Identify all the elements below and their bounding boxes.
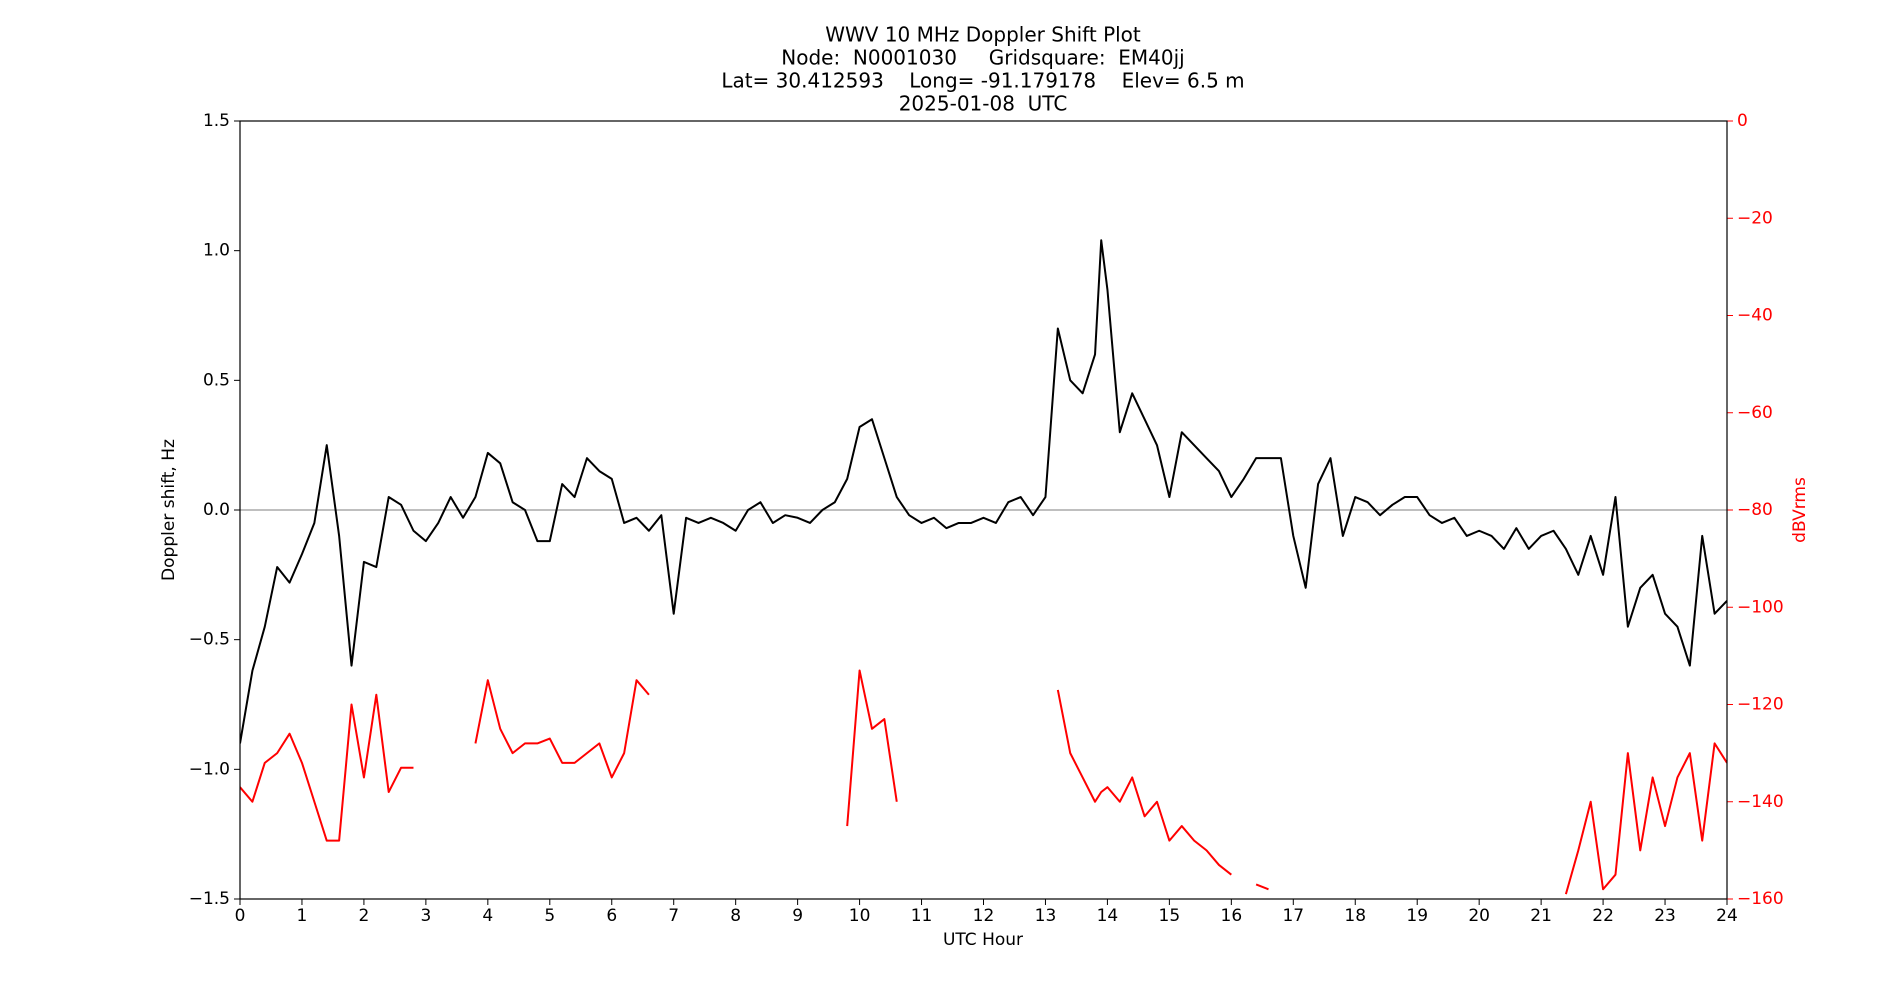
x-tick-label: 1 <box>297 906 308 926</box>
y2-tick-label: −160 <box>1737 889 1784 909</box>
x-tick-label: 16 <box>1221 906 1243 926</box>
x-tick-label: 18 <box>1344 906 1366 926</box>
x-tick-label: 8 <box>730 906 741 926</box>
chart-subtitle: Lat= 30.412593 Long= -91.179178 Elev= 6.… <box>721 69 1244 93</box>
chart-subtitle: Node: N0001030 Gridsquare: EM40jj <box>781 46 1185 70</box>
x-tick-label: 5 <box>544 906 555 926</box>
x-tick-label: 15 <box>1159 906 1181 926</box>
x-tick-label: 22 <box>1592 906 1614 926</box>
y-tick-label: 1.0 <box>203 241 230 261</box>
y-tick-label: 1.5 <box>203 111 230 131</box>
y2-tick-label: −120 <box>1737 695 1784 715</box>
y2-tick-label: −60 <box>1737 403 1773 423</box>
y2-tick-label: −100 <box>1737 597 1784 617</box>
x-tick-label: 20 <box>1468 906 1490 926</box>
x-tick-label: 10 <box>849 906 871 926</box>
y-tick-label: 0.5 <box>203 370 230 390</box>
x-tick-label: 21 <box>1530 906 1552 926</box>
y-tick-label: −1.0 <box>189 759 230 779</box>
x-tick-label: 11 <box>911 906 933 926</box>
y-tick-label: −0.5 <box>189 630 230 650</box>
y2-tick-label: −80 <box>1737 500 1773 520</box>
x-tick-label: 4 <box>482 906 493 926</box>
y2-tick-label: −140 <box>1737 792 1784 812</box>
y2-tick-label: −20 <box>1737 208 1773 228</box>
x-tick-label: 3 <box>420 906 431 926</box>
chart-subtitle: 2025-01-08 UTC <box>899 92 1068 116</box>
y-axis-label: Doppler shift, Hz <box>159 439 179 581</box>
plot-frame <box>239 120 1728 900</box>
chart-title: WWV 10 MHz Doppler Shift Plot <box>825 23 1141 47</box>
y2-tick-label: −40 <box>1737 306 1773 326</box>
data-line <box>240 669 1727 895</box>
x-tick-label: 14 <box>1097 906 1119 926</box>
x-tick-label: 7 <box>668 906 679 926</box>
x-tick-label: 9 <box>792 906 803 926</box>
y2-tick-label: 0 <box>1737 111 1748 131</box>
x-tick-label: 24 <box>1716 906 1738 926</box>
x-tick-label: 17 <box>1282 906 1304 926</box>
x-tick-label: 6 <box>606 906 617 926</box>
x-tick-label: 12 <box>973 906 995 926</box>
x-axis-label: UTC Hour <box>943 930 1023 950</box>
x-tick-label: 13 <box>1035 906 1057 926</box>
y-tick-label: 0.0 <box>203 500 230 520</box>
y2-axis-label: dBVrms <box>1790 477 1810 543</box>
data-line <box>240 239 1727 744</box>
x-tick-label: 2 <box>359 906 370 926</box>
y-tick-label: −1.5 <box>189 889 230 909</box>
x-tick-label: 23 <box>1654 906 1676 926</box>
x-tick-label: 0 <box>235 906 246 926</box>
x-tick-label: 19 <box>1406 906 1428 926</box>
